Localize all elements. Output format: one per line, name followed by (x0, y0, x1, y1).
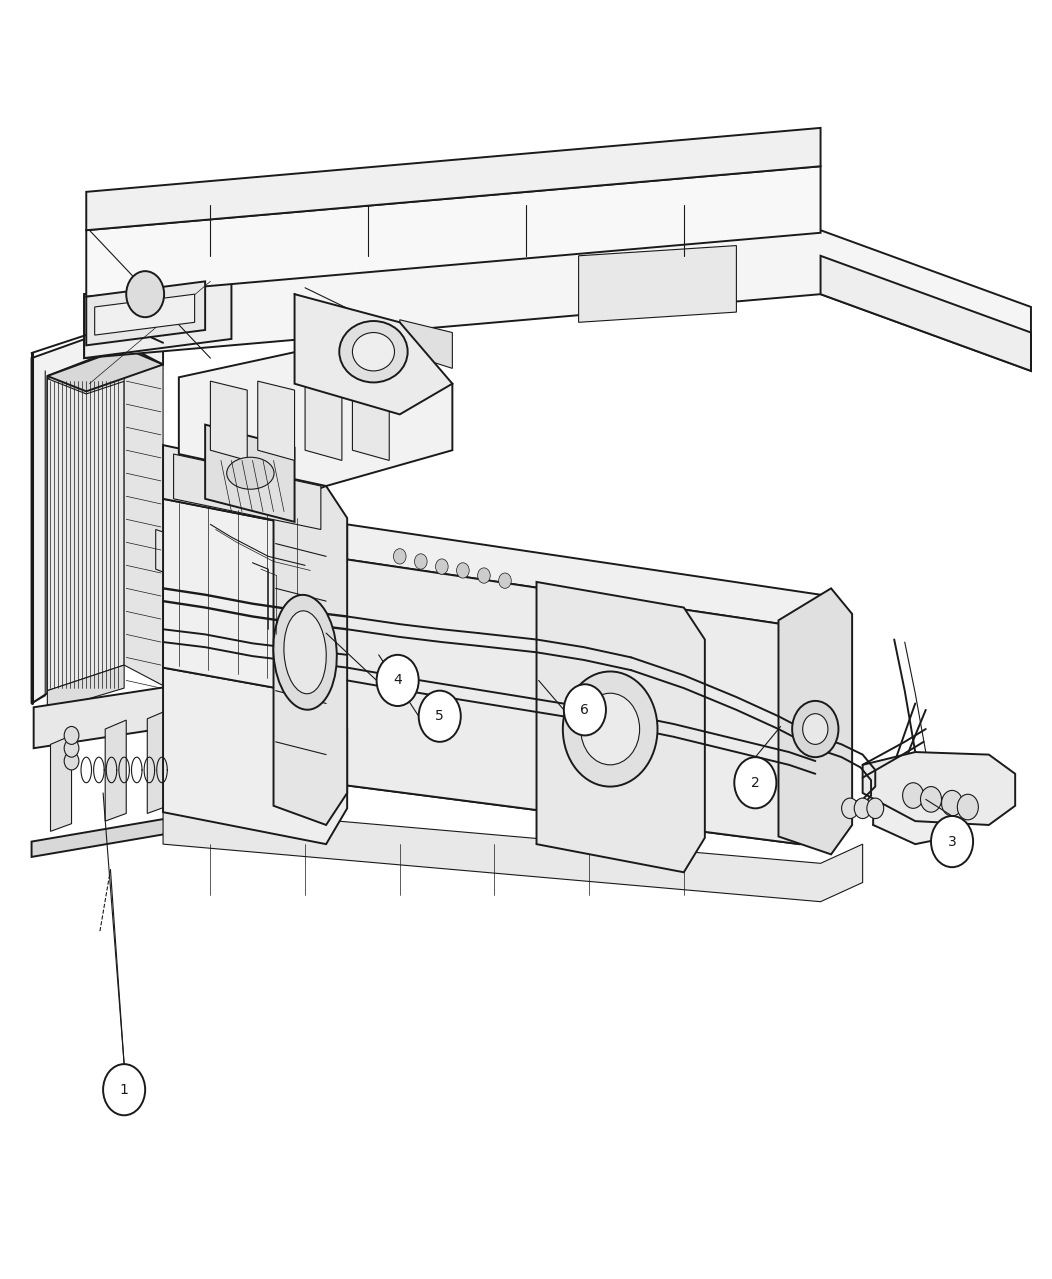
Text: 4: 4 (393, 674, 402, 687)
Circle shape (478, 568, 490, 583)
Circle shape (414, 554, 427, 569)
Ellipse shape (274, 595, 337, 710)
Circle shape (734, 757, 776, 808)
Polygon shape (305, 381, 342, 460)
Circle shape (457, 563, 469, 578)
Polygon shape (163, 806, 863, 902)
Text: 1: 1 (120, 1083, 128, 1096)
Ellipse shape (227, 458, 274, 489)
Polygon shape (800, 595, 821, 844)
Circle shape (867, 798, 884, 819)
Circle shape (126, 271, 164, 317)
Polygon shape (34, 684, 221, 748)
Circle shape (854, 798, 871, 819)
Polygon shape (124, 365, 163, 686)
Polygon shape (778, 588, 852, 854)
Polygon shape (163, 445, 326, 531)
Polygon shape (205, 425, 295, 522)
Circle shape (842, 798, 858, 819)
Circle shape (957, 794, 978, 820)
Circle shape (564, 684, 606, 735)
Polygon shape (258, 381, 295, 460)
Circle shape (393, 549, 406, 564)
Polygon shape (86, 281, 205, 345)
Polygon shape (156, 530, 179, 578)
Polygon shape (179, 345, 452, 486)
Polygon shape (326, 524, 821, 627)
Circle shape (920, 787, 942, 812)
Polygon shape (210, 381, 247, 460)
Polygon shape (32, 808, 226, 857)
Polygon shape (863, 752, 1015, 825)
Polygon shape (352, 381, 389, 460)
Ellipse shape (339, 321, 408, 382)
Polygon shape (84, 230, 1031, 371)
Polygon shape (537, 582, 705, 872)
Polygon shape (32, 326, 163, 703)
Polygon shape (579, 246, 736, 322)
Polygon shape (95, 294, 195, 335)
Polygon shape (295, 294, 452, 414)
Polygon shape (400, 320, 452, 368)
Text: 2: 2 (751, 776, 760, 789)
Text: 3: 3 (948, 835, 956, 848)
Polygon shape (50, 735, 72, 831)
Circle shape (942, 790, 963, 816)
Polygon shape (47, 377, 124, 691)
Circle shape (563, 671, 658, 787)
Polygon shape (326, 524, 347, 783)
Circle shape (64, 739, 79, 757)
Polygon shape (86, 166, 821, 297)
Ellipse shape (352, 333, 394, 371)
Circle shape (792, 701, 838, 757)
Polygon shape (163, 668, 347, 844)
Circle shape (931, 816, 973, 867)
Circle shape (803, 714, 828, 744)
Text: 5: 5 (436, 710, 444, 723)
Polygon shape (873, 787, 947, 844)
Polygon shape (274, 486, 347, 825)
Text: 6: 6 (581, 703, 589, 716)
Polygon shape (174, 454, 321, 530)
Circle shape (377, 655, 419, 706)
Polygon shape (326, 748, 821, 844)
Ellipse shape (284, 611, 326, 693)
Circle shape (581, 693, 640, 765)
Circle shape (436, 559, 448, 574)
Circle shape (499, 573, 511, 588)
Polygon shape (86, 128, 821, 230)
Circle shape (103, 1064, 145, 1115)
Polygon shape (163, 499, 326, 697)
Polygon shape (326, 556, 800, 844)
Circle shape (903, 783, 924, 808)
Polygon shape (47, 665, 124, 711)
Polygon shape (147, 710, 168, 813)
Circle shape (419, 691, 461, 742)
Circle shape (64, 726, 79, 744)
Circle shape (64, 752, 79, 770)
Polygon shape (821, 256, 1031, 371)
Polygon shape (105, 720, 126, 821)
Polygon shape (47, 348, 163, 391)
Polygon shape (84, 275, 231, 358)
Polygon shape (47, 353, 163, 394)
